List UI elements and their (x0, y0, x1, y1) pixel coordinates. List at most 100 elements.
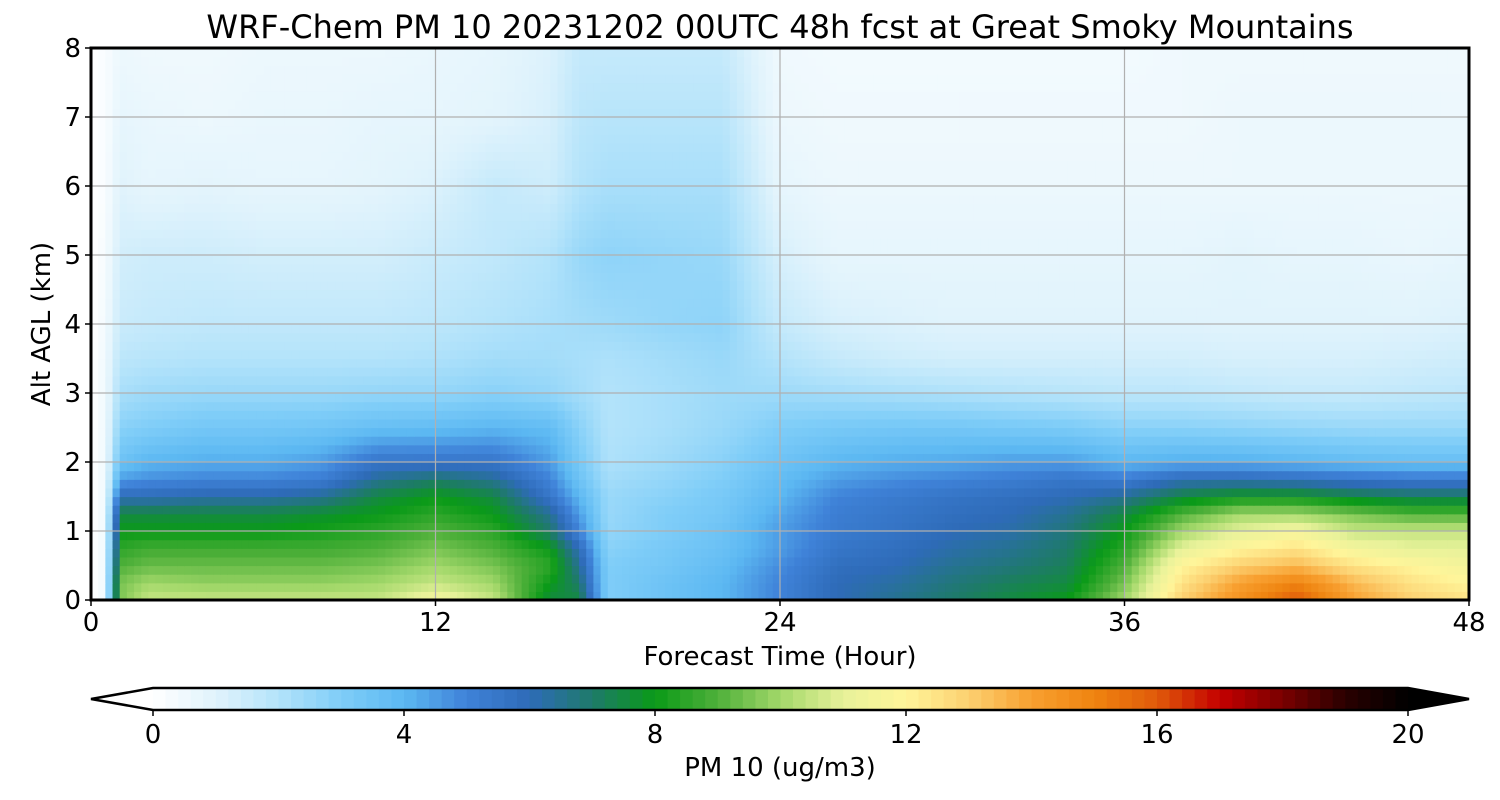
field-cell (421, 479, 429, 489)
field-cell (1268, 522, 1276, 532)
field-cell (1425, 565, 1434, 575)
field-cell (586, 410, 594, 420)
field-cell (1368, 574, 1377, 584)
field-cell (780, 565, 788, 575)
field-cell (442, 591, 451, 601)
field-cell (930, 548, 939, 558)
field-cell (557, 444, 566, 454)
field-cell (126, 418, 135, 429)
field-cell (1081, 565, 1090, 575)
field-cell (844, 479, 853, 489)
field-cell (1167, 496, 1176, 506)
field-cell (1016, 505, 1025, 515)
field-cell (751, 418, 760, 429)
field-cell (1217, 591, 1226, 601)
field-cell (794, 418, 803, 429)
field-cell (945, 384, 953, 394)
field-cell (1404, 418, 1413, 429)
field-cell (1160, 384, 1169, 394)
field-cell (1275, 427, 1283, 437)
field-cell (665, 436, 673, 446)
field-cell (1038, 462, 1047, 472)
field-cell (442, 539, 451, 549)
field-cell (937, 470, 946, 480)
field-cell (1016, 565, 1025, 575)
field-cell (715, 582, 724, 592)
field-cell (650, 539, 659, 549)
field-cell (1196, 375, 1205, 385)
field-cell (1382, 548, 1391, 558)
field-cell (1052, 539, 1061, 549)
field-cell (1110, 582, 1118, 592)
field-cell (1440, 531, 1449, 541)
field-cell (973, 565, 982, 575)
field-cell (148, 453, 157, 463)
field-cell (780, 574, 788, 584)
field-cell (442, 582, 451, 592)
field-cell (1045, 513, 1054, 523)
field-cell (887, 401, 896, 411)
field-cell (614, 591, 623, 601)
field-cell (507, 548, 516, 558)
field-cell (636, 574, 645, 584)
field-cell (492, 470, 501, 480)
field-cell (1275, 591, 1283, 601)
field-cell (995, 556, 1004, 567)
field-cell (988, 444, 996, 454)
field-cell (1440, 556, 1449, 567)
field-cell (1131, 470, 1140, 480)
field-cell (1138, 375, 1147, 385)
field-cell (736, 462, 745, 472)
field-cell (1289, 453, 1298, 463)
field-cell (765, 470, 774, 480)
field-cell (112, 418, 121, 429)
field-cell (1325, 591, 1334, 601)
field-cell (1397, 418, 1406, 429)
field-cell (744, 487, 752, 498)
field-cell (973, 513, 982, 523)
field-cell (1232, 556, 1240, 567)
field-cell (1411, 453, 1420, 463)
field-cell (263, 496, 272, 506)
field-cell (1146, 427, 1154, 437)
field-cell (1232, 453, 1240, 463)
field-cell (1146, 556, 1154, 567)
field-cell (973, 479, 982, 489)
field-cell (1454, 505, 1463, 515)
field-cell (1454, 418, 1463, 429)
field-cell (198, 401, 207, 411)
field-cell (155, 427, 164, 437)
field-cell (1418, 453, 1427, 463)
field-cell (399, 384, 408, 394)
field-cell (485, 582, 494, 592)
field-cell (191, 574, 200, 584)
field-cell (500, 470, 508, 480)
field-cell (543, 470, 551, 480)
field-cell (1153, 470, 1161, 480)
field-cell (801, 531, 810, 541)
field-cell (1382, 470, 1391, 480)
field-cell (1174, 462, 1183, 472)
field-cell (959, 539, 968, 549)
field-cell (256, 479, 264, 489)
field-cell (550, 531, 559, 541)
field-cell (1095, 470, 1104, 480)
field-cell (320, 513, 329, 523)
field-cell (119, 444, 128, 454)
field-cell (744, 513, 752, 523)
field-cell (1031, 375, 1039, 385)
field-cell (679, 418, 688, 429)
field-cell (887, 531, 896, 541)
field-cell (1131, 462, 1140, 472)
field-cell (141, 574, 150, 584)
field-cell (1346, 582, 1355, 592)
field-cell (327, 539, 336, 549)
field-cell (593, 513, 602, 523)
field-cell (1390, 513, 1398, 523)
field-cell (284, 410, 293, 420)
field-cell (679, 582, 688, 592)
field-cell (1081, 591, 1090, 601)
field-cell (385, 410, 394, 420)
field-cell (1074, 574, 1083, 584)
field-cell (823, 565, 831, 575)
